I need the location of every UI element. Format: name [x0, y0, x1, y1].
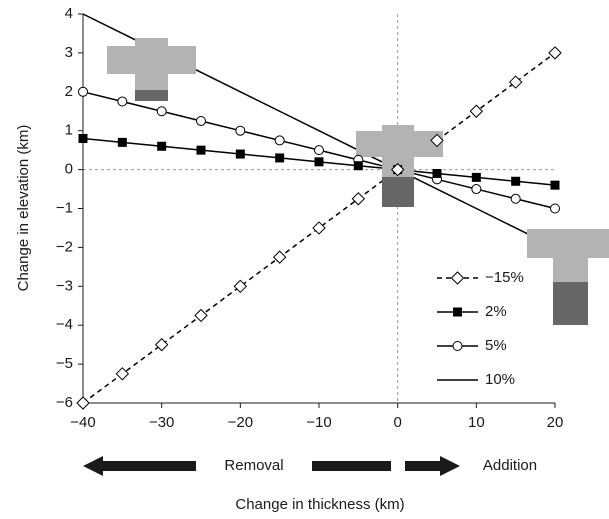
marker	[194, 308, 208, 323]
crust-block	[553, 229, 588, 282]
y-tick-label: 4	[65, 5, 73, 22]
legend-marker	[453, 307, 462, 317]
marker	[115, 367, 130, 381]
x-tick-label: −30	[149, 414, 174, 431]
annotation: Addition	[483, 457, 537, 474]
marker	[550, 180, 560, 190]
y-tick-label: −3	[56, 277, 73, 294]
right-arrow	[405, 456, 460, 476]
marker	[471, 172, 481, 182]
crust-icon	[107, 38, 196, 101]
y-tick-label: 1	[65, 122, 73, 139]
marker	[117, 137, 127, 147]
y-tick-label: −6	[56, 394, 73, 411]
y-tick-label: 0	[65, 161, 73, 178]
marker	[550, 203, 560, 214]
legend-label: 10%	[485, 371, 515, 388]
marker	[353, 161, 363, 171]
marker	[351, 192, 366, 206]
y-axis-title: Change in elevation (km)	[15, 125, 32, 292]
legend-marker	[450, 271, 465, 285]
marker	[390, 162, 405, 177]
marker	[154, 337, 169, 352]
marker	[78, 133, 88, 143]
marker	[508, 75, 523, 89]
x-axis-title: Change in thickness (km)	[235, 496, 404, 513]
root-block	[135, 90, 168, 101]
marker	[430, 133, 444, 148]
legend-label: −15%	[485, 269, 524, 286]
x-tick-label: −40	[70, 414, 95, 431]
crust-block	[135, 38, 168, 90]
process-arrows: Removal Addition	[83, 456, 537, 476]
annotation: Removal	[224, 457, 283, 474]
y-tick-label: −2	[56, 238, 73, 255]
x-tick-label: 10	[468, 414, 485, 431]
marker	[76, 396, 90, 410]
marker	[432, 168, 442, 178]
marker	[235, 125, 246, 136]
marker	[511, 176, 521, 186]
y-tick-label: 3	[65, 44, 73, 61]
x-tick-label: 0	[393, 414, 401, 431]
marker	[548, 46, 562, 60]
marker	[275, 153, 285, 163]
marker	[156, 106, 167, 117]
root-block	[382, 177, 414, 207]
x-tick-label: −10	[306, 414, 331, 431]
y-tick-label: 2	[65, 83, 73, 100]
marker	[314, 157, 324, 167]
x-tick-label: −20	[228, 414, 253, 431]
marker	[510, 193, 521, 204]
legend-marker	[452, 341, 463, 351]
marker	[272, 250, 287, 264]
marker	[471, 184, 482, 195]
marker	[469, 104, 484, 118]
y-tick-label: −5	[56, 355, 73, 372]
root-block	[553, 282, 588, 325]
marker	[196, 115, 206, 126]
marker	[157, 141, 167, 151]
crust-icon	[527, 229, 609, 325]
x-tick-label: 20	[547, 414, 564, 431]
marker	[235, 149, 245, 159]
marker	[274, 135, 285, 146]
marker	[117, 96, 128, 107]
marker	[312, 221, 326, 235]
marker	[233, 279, 248, 294]
marker	[314, 145, 324, 156]
y-tick-label: −4	[56, 316, 73, 333]
legend-label: 5%	[485, 337, 507, 354]
arrow-bar	[312, 461, 391, 471]
marker	[196, 145, 206, 155]
left-arrow	[83, 456, 196, 476]
legend-label: 2%	[485, 303, 507, 320]
marker	[78, 86, 88, 97]
y-tick-label: −1	[56, 199, 73, 216]
